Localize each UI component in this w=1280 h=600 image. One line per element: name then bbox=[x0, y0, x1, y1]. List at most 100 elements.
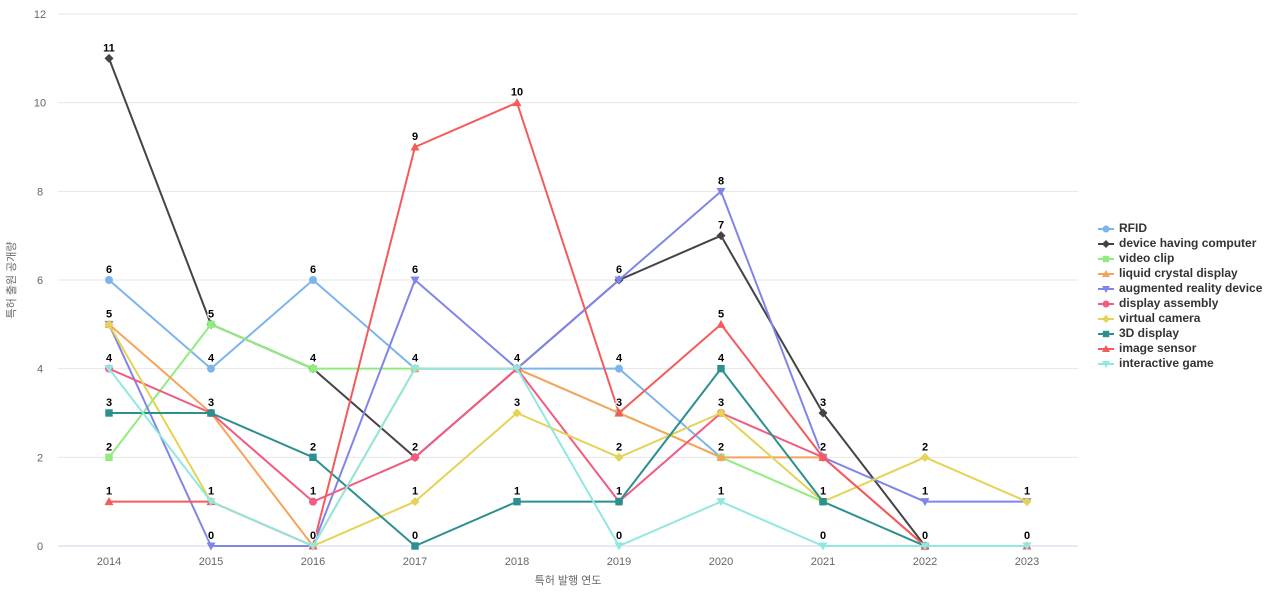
series-line bbox=[108, 57, 926, 547]
data-point-marker[interactable] bbox=[207, 409, 215, 417]
legend-label: RFID bbox=[1119, 221, 1147, 235]
legend-item[interactable]: virtual camera bbox=[1098, 311, 1262, 326]
data-point-marker[interactable] bbox=[104, 53, 114, 63]
x-tick-label: 2022 bbox=[913, 556, 937, 568]
data-point-marker[interactable] bbox=[920, 542, 930, 551]
data-point-marker[interactable] bbox=[207, 320, 215, 329]
y-tick-label: 10 bbox=[34, 98, 46, 110]
data-point-marker[interactable] bbox=[614, 542, 624, 551]
data-point-marker[interactable] bbox=[614, 276, 624, 285]
data-point-marker[interactable] bbox=[410, 497, 420, 507]
legend-item[interactable]: image sensor bbox=[1098, 341, 1262, 356]
legend-marker-icon bbox=[1098, 344, 1114, 352]
data-point-marker[interactable] bbox=[818, 452, 828, 461]
data-point-marker[interactable] bbox=[207, 364, 215, 373]
data-point-marker[interactable] bbox=[819, 497, 827, 506]
data-point-marker[interactable] bbox=[1022, 497, 1032, 507]
x-tick-label: 2017 bbox=[403, 556, 427, 568]
data-label: 1 bbox=[514, 486, 520, 498]
data-point-marker[interactable] bbox=[1102, 330, 1110, 337]
data-label: 1 bbox=[922, 486, 928, 498]
data-label: 6 bbox=[310, 264, 316, 276]
legend-marker-icon bbox=[1098, 225, 1114, 232]
y-tick-label: 12 bbox=[34, 9, 46, 21]
data-point-marker[interactable] bbox=[309, 276, 317, 284]
data-label: 4 bbox=[616, 353, 623, 365]
data-point-marker[interactable] bbox=[716, 452, 726, 461]
data-label: 0 bbox=[412, 530, 418, 542]
data-point-marker[interactable] bbox=[513, 497, 521, 506]
data-point-marker[interactable] bbox=[105, 276, 113, 284]
data-point-marker[interactable] bbox=[818, 408, 828, 418]
data-point-marker[interactable] bbox=[716, 319, 726, 328]
data-point-marker[interactable] bbox=[1102, 360, 1110, 368]
data-point-marker[interactable] bbox=[717, 364, 725, 373]
data-point-marker[interactable] bbox=[716, 408, 726, 418]
legend-label: display assembly bbox=[1119, 296, 1219, 310]
legend-item[interactable]: liquid crystal display bbox=[1098, 266, 1262, 281]
legend-item[interactable]: 3D display bbox=[1098, 326, 1262, 341]
legend-item[interactable]: augmented reality device bbox=[1098, 281, 1262, 296]
data-point-marker[interactable] bbox=[615, 364, 623, 373]
data-point-marker[interactable] bbox=[1102, 255, 1110, 262]
data-label: 4 bbox=[412, 353, 419, 365]
data-point-marker[interactable] bbox=[105, 409, 113, 417]
data-point-marker[interactable] bbox=[104, 497, 114, 506]
data-point-marker[interactable] bbox=[411, 453, 419, 462]
data-point-marker[interactable] bbox=[614, 408, 624, 417]
data-point-marker[interactable] bbox=[1102, 239, 1110, 248]
data-point-marker[interactable] bbox=[308, 542, 318, 551]
series-line bbox=[108, 367, 1028, 547]
legend-item[interactable]: video clip bbox=[1098, 251, 1262, 266]
data-point-marker[interactable] bbox=[716, 187, 726, 196]
data-label: 3 bbox=[616, 397, 622, 409]
data-point-marker[interactable] bbox=[1022, 542, 1032, 551]
data-point-marker[interactable] bbox=[818, 542, 828, 551]
data-point-marker[interactable] bbox=[309, 453, 317, 462]
x-tick-label: 2020 bbox=[709, 556, 733, 568]
data-label: 4 bbox=[106, 353, 113, 365]
y-tick-label: 0 bbox=[37, 541, 43, 553]
data-point-marker[interactable] bbox=[1102, 344, 1110, 352]
data-point-marker[interactable] bbox=[1102, 269, 1110, 277]
data-label: 4 bbox=[514, 353, 521, 365]
data-point-marker[interactable] bbox=[104, 319, 114, 329]
data-point-marker[interactable] bbox=[920, 498, 930, 507]
data-label: 0 bbox=[208, 530, 214, 542]
data-label: 0 bbox=[616, 530, 622, 542]
data-point-marker[interactable] bbox=[614, 452, 624, 462]
data-point-marker[interactable] bbox=[1102, 300, 1110, 307]
legend-item[interactable]: display assembly bbox=[1098, 296, 1262, 311]
data-point-marker[interactable] bbox=[716, 231, 726, 241]
legend-label: 3D display bbox=[1119, 326, 1180, 340]
data-point-marker[interactable] bbox=[716, 498, 726, 507]
data-point-marker[interactable] bbox=[512, 365, 522, 374]
data-point-marker[interactable] bbox=[1102, 225, 1110, 232]
data-point-marker[interactable] bbox=[411, 542, 419, 550]
legend-item[interactable]: RFID bbox=[1098, 221, 1262, 236]
x-tick-label: 2023 bbox=[1015, 556, 1039, 568]
data-point-marker[interactable] bbox=[512, 98, 522, 107]
data-label: 3 bbox=[106, 397, 112, 409]
data-point-marker[interactable] bbox=[410, 142, 420, 151]
legend-item[interactable]: interactive game bbox=[1098, 356, 1262, 371]
data-point-marker[interactable] bbox=[104, 365, 114, 374]
data-point-marker[interactable] bbox=[309, 497, 317, 506]
data-label: 0 bbox=[1024, 530, 1030, 542]
data-point-marker[interactable] bbox=[206, 542, 216, 551]
data-point-marker[interactable] bbox=[1102, 285, 1110, 293]
data-point-marker[interactable] bbox=[512, 408, 522, 418]
legend-marker-icon bbox=[1098, 269, 1114, 277]
data-point-marker[interactable] bbox=[410, 276, 420, 285]
data-point-marker[interactable] bbox=[206, 498, 216, 507]
x-axis-title: 특허 발행 연도 bbox=[535, 574, 602, 587]
data-label: 6 bbox=[106, 264, 112, 276]
legend-item[interactable]: device having computer bbox=[1098, 236, 1262, 251]
data-point-marker[interactable] bbox=[1102, 314, 1110, 323]
data-point-marker[interactable] bbox=[615, 497, 623, 506]
data-point-marker[interactable] bbox=[920, 452, 930, 462]
data-point-marker[interactable] bbox=[309, 364, 317, 373]
data-point-marker[interactable] bbox=[410, 365, 420, 374]
data-point-marker[interactable] bbox=[105, 453, 113, 462]
